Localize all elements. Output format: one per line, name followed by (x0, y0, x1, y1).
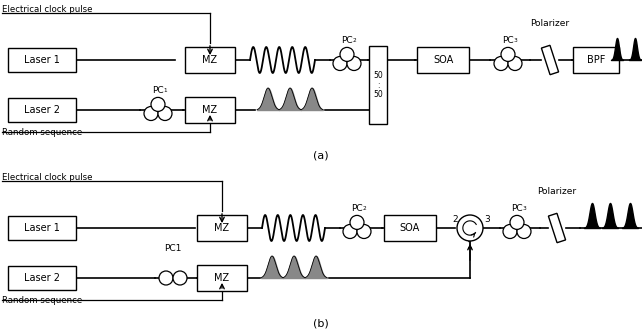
Text: Electrical clock pulse: Electrical clock pulse (2, 5, 92, 14)
Text: 3: 3 (484, 215, 490, 224)
Circle shape (343, 224, 357, 239)
Text: $_1$: $_1$ (163, 86, 168, 95)
Circle shape (173, 271, 187, 285)
Text: SOA: SOA (433, 55, 453, 65)
Circle shape (357, 224, 371, 239)
Text: Electrical clock pulse: Electrical clock pulse (2, 173, 92, 182)
Text: Random sequence: Random sequence (2, 296, 82, 305)
Text: MZ: MZ (202, 55, 218, 65)
Text: MZ: MZ (214, 273, 230, 283)
Polygon shape (541, 45, 559, 75)
Text: PC1: PC1 (164, 244, 182, 253)
Bar (8, 98, 76, 122)
Bar (573, 47, 619, 73)
Text: $_2$: $_2$ (362, 204, 367, 213)
Bar (185, 97, 235, 123)
Text: PC: PC (502, 36, 514, 45)
Circle shape (347, 56, 361, 71)
Text: PC: PC (152, 86, 164, 95)
Circle shape (158, 107, 172, 121)
Circle shape (501, 47, 515, 61)
Text: PC: PC (341, 36, 353, 45)
Circle shape (144, 107, 158, 121)
Text: $_2$: $_2$ (352, 36, 357, 45)
Circle shape (457, 215, 483, 241)
Text: Laser 1: Laser 1 (24, 223, 60, 233)
Text: $_3$: $_3$ (522, 204, 527, 213)
Bar (8, 266, 76, 290)
Text: MZ: MZ (202, 105, 218, 115)
Text: PC: PC (511, 204, 523, 213)
Circle shape (517, 224, 531, 239)
Text: MZ: MZ (214, 223, 230, 233)
Circle shape (494, 56, 508, 71)
Polygon shape (548, 213, 566, 243)
Text: Laser 1: Laser 1 (24, 55, 60, 65)
Text: (a): (a) (313, 150, 329, 160)
Text: Laser 2: Laser 2 (24, 273, 60, 283)
Circle shape (508, 56, 522, 71)
Bar (384, 215, 436, 241)
Circle shape (340, 47, 354, 61)
Text: Polarizer: Polarizer (530, 19, 569, 28)
Bar (8, 216, 76, 240)
Circle shape (151, 97, 165, 112)
Circle shape (510, 215, 524, 229)
Text: $_3$: $_3$ (513, 36, 518, 45)
Text: Random sequence: Random sequence (2, 128, 82, 137)
Text: 1: 1 (467, 241, 473, 250)
Text: SOA: SOA (400, 223, 420, 233)
Text: BPF: BPF (587, 55, 605, 65)
Text: (b): (b) (313, 318, 329, 328)
Bar (417, 47, 469, 73)
Bar (8, 48, 76, 72)
Bar (197, 265, 247, 291)
Bar (185, 47, 235, 73)
Text: 2: 2 (452, 215, 458, 224)
Circle shape (350, 215, 364, 229)
Bar (197, 215, 247, 241)
Text: Polarizer: Polarizer (537, 187, 577, 196)
Text: 50
:
50: 50 : 50 (373, 71, 383, 99)
Text: PC: PC (351, 204, 363, 213)
Bar (369, 46, 387, 124)
Text: Laser 2: Laser 2 (24, 105, 60, 115)
Circle shape (333, 56, 347, 71)
Circle shape (159, 271, 173, 285)
Circle shape (503, 224, 517, 239)
